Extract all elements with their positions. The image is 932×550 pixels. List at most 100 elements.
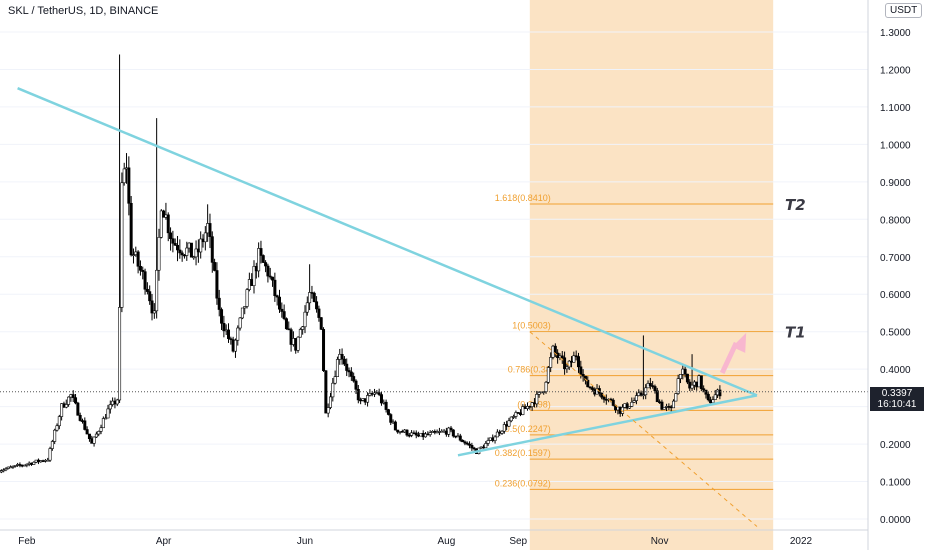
candle-body [138, 265, 142, 271]
candle-body [470, 445, 474, 449]
trendline [457, 394, 758, 457]
candle-body [340, 353, 344, 360]
price-tick-label: 0.9000 [880, 178, 911, 189]
candle-body [384, 401, 388, 410]
candle-body [74, 397, 78, 404]
candle-body [468, 443, 472, 446]
candle-body [625, 403, 629, 409]
candle-body [245, 289, 249, 307]
candle-body [261, 255, 265, 263]
time-tick-label: Feb [18, 536, 36, 547]
candle-body [32, 461, 36, 465]
candle-body [317, 308, 321, 318]
candle-body [655, 390, 659, 403]
candle-body [502, 424, 506, 432]
candle-body [588, 386, 592, 389]
candle-body [549, 357, 553, 368]
candle-body [463, 441, 467, 444]
candle-body [335, 359, 339, 377]
candle-body [451, 429, 455, 437]
price-tick-label: 0.5000 [880, 328, 911, 339]
candle-body [648, 383, 652, 386]
candle-body [284, 318, 288, 330]
price-tick-label: 0.0000 [880, 515, 911, 526]
candle-body [296, 336, 300, 351]
candle-body [602, 396, 606, 400]
candle-body [600, 392, 604, 398]
last-price-value: 0.3397 [881, 388, 913, 399]
candle-body [166, 214, 170, 234]
candle-body [236, 327, 240, 341]
time-tick-label: Nov [651, 536, 669, 547]
candle-body [572, 355, 576, 363]
candle-body [389, 414, 393, 423]
candle-body [240, 307, 244, 319]
candle-body [556, 352, 560, 359]
candle-body [264, 262, 268, 267]
candle-body [85, 429, 89, 435]
candle-body [651, 385, 655, 387]
candle-body [324, 370, 328, 414]
candle-body [672, 400, 676, 409]
candle-body [148, 291, 152, 302]
candle-body [315, 301, 319, 310]
candle-body [347, 370, 351, 373]
candle-body [611, 399, 615, 406]
currency-button[interactable]: USDT [885, 3, 923, 18]
time-tick-label: Sep [509, 536, 527, 547]
candle-body [653, 386, 657, 392]
candle-body [641, 394, 645, 397]
candle-body [83, 420, 87, 430]
fib-level-label: 1(0.5003) [512, 321, 551, 331]
candle-body [676, 378, 680, 394]
candle-body [280, 308, 284, 312]
candle-body [118, 307, 122, 401]
candle-body [301, 326, 305, 330]
candle-body [639, 392, 643, 396]
candle-body [424, 433, 428, 438]
candle-body [379, 394, 383, 404]
candle-body [46, 459, 50, 462]
candle-body [243, 306, 247, 309]
fib-level-label: 0.236(0.0792) [495, 478, 551, 488]
candle-body [122, 168, 126, 184]
candle-body [282, 311, 286, 319]
price-tick-label: 0.1000 [880, 478, 911, 489]
candle-body [308, 292, 312, 304]
candle-body [627, 406, 631, 409]
candle-body [512, 416, 516, 418]
candle-body [396, 429, 400, 433]
price-tick-label: 0.4000 [880, 365, 911, 376]
candle-body [428, 432, 432, 435]
candle-body [674, 393, 678, 402]
candle-body [94, 433, 98, 438]
candle-body [326, 407, 330, 414]
candle-body [127, 167, 131, 204]
candle-body [136, 251, 140, 267]
candle-body [630, 401, 634, 407]
candle-body [266, 265, 270, 277]
candle-body [472, 447, 476, 450]
candle-body [108, 404, 112, 410]
candle-body [535, 394, 539, 405]
candle-body [328, 396, 332, 408]
candle-body [333, 376, 337, 384]
target-label-t2: T2 [785, 196, 806, 214]
candle-body [257, 248, 261, 272]
candle-body [210, 236, 214, 263]
time-tick-label: Apr [156, 536, 172, 547]
price-tick-label: 1.0000 [880, 140, 911, 151]
price-axis-bg [868, 0, 932, 550]
candle-body [537, 392, 541, 395]
candle-body [67, 396, 71, 405]
candle-body [565, 366, 569, 370]
candle-body [632, 400, 636, 403]
candle-body [152, 310, 156, 314]
candle-body [159, 210, 163, 238]
candle-body [386, 409, 390, 415]
fib-level-label: 0.786(0.38 [508, 365, 551, 375]
candle-body [268, 275, 272, 278]
candle-body [414, 432, 418, 436]
candle-body [563, 357, 567, 370]
